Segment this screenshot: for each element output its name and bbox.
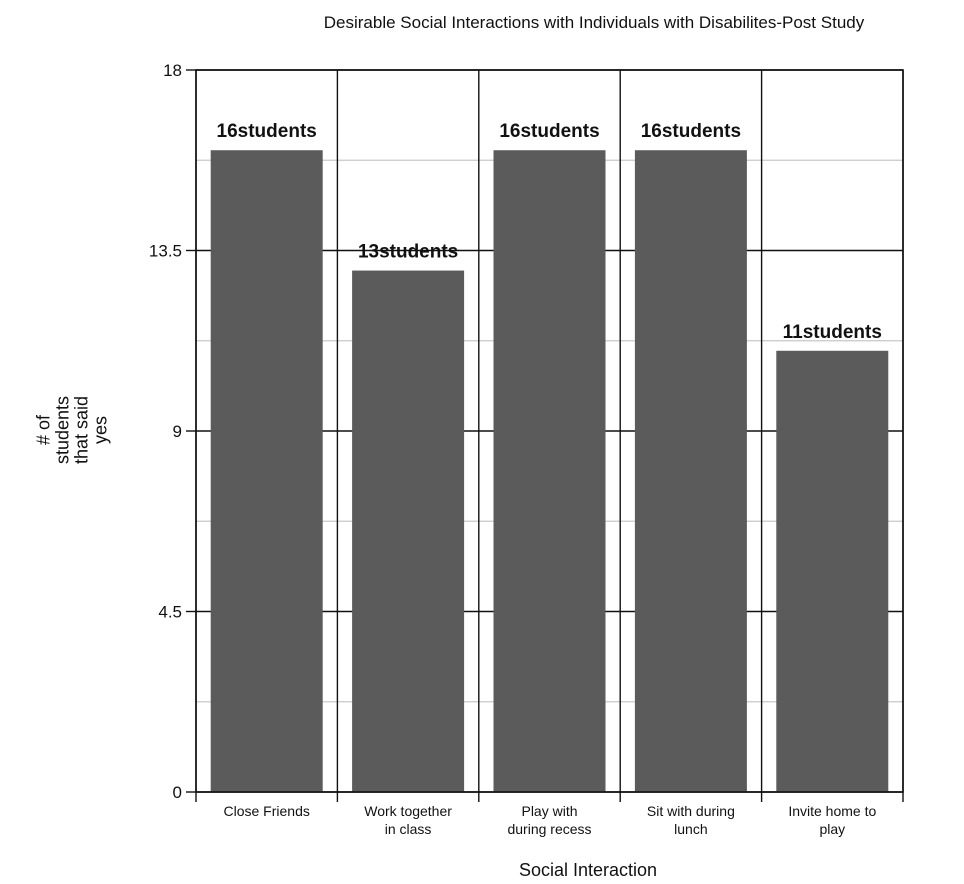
bar [634, 150, 747, 792]
y-tick-label: 13.5 [149, 242, 182, 261]
x-tick-label: Play with during recess [507, 803, 591, 837]
y-tick-label: 18 [163, 61, 182, 80]
chart-title: Desirable Social Interactions with Indiv… [324, 13, 865, 32]
bar [776, 350, 889, 792]
x-axis-category-labels: Close Friends Work together in class Play w… [224, 803, 877, 837]
data-label: 16students [499, 121, 599, 142]
x-tick-label: Sit with during lunch [647, 803, 735, 837]
y-axis-ticks: 0 4.5 9 13.5 18 [149, 61, 196, 802]
data-label: 16students [217, 121, 317, 142]
data-label: 11students [783, 322, 882, 343]
y-axis-title-text: # ofstudentsthat saidyes [34, 396, 111, 464]
y-tick-label: 4.5 [158, 603, 182, 622]
y-tick-label: 9 [173, 422, 182, 441]
bar [210, 150, 323, 792]
bar [352, 270, 465, 792]
x-tick-label: Work together in class [364, 803, 452, 837]
data-label: 16students [641, 121, 741, 142]
x-tick-label: Invite home to play [788, 803, 876, 837]
bar [493, 150, 606, 792]
bars [210, 150, 889, 792]
x-axis-title: Social Interaction [519, 860, 657, 880]
data-labels: 16students 13students 16students 16students… [217, 121, 882, 343]
y-axis-title: # ofstudentsthat saidyes [34, 396, 111, 464]
y-tick-label: 0 [173, 783, 182, 802]
data-label: 13students [358, 242, 458, 263]
x-tick-label: Close Friends [224, 803, 310, 819]
